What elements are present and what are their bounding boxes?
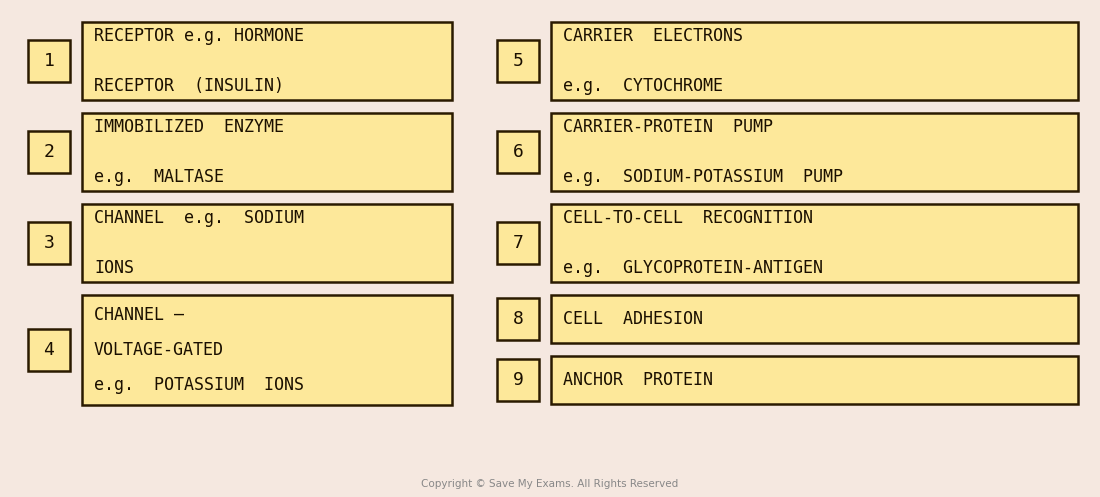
Text: 4: 4 bbox=[44, 341, 54, 359]
Text: 8: 8 bbox=[513, 310, 524, 328]
Text: 7: 7 bbox=[513, 234, 524, 252]
Text: VOLTAGE-GATED: VOLTAGE-GATED bbox=[94, 341, 224, 359]
FancyBboxPatch shape bbox=[28, 222, 70, 264]
Text: CARRIER  ELECTRONS: CARRIER ELECTRONS bbox=[563, 27, 743, 45]
Text: CHANNEL –: CHANNEL – bbox=[94, 306, 184, 324]
FancyBboxPatch shape bbox=[82, 204, 452, 282]
FancyBboxPatch shape bbox=[28, 40, 70, 82]
Text: 1: 1 bbox=[44, 52, 54, 70]
Text: CELL-TO-CELL  RECOGNITION: CELL-TO-CELL RECOGNITION bbox=[563, 209, 813, 227]
Text: ANCHOR  PROTEIN: ANCHOR PROTEIN bbox=[563, 371, 713, 389]
FancyBboxPatch shape bbox=[497, 40, 539, 82]
Text: CHANNEL  e.g.  SODIUM: CHANNEL e.g. SODIUM bbox=[94, 209, 304, 227]
Text: 5: 5 bbox=[513, 52, 524, 70]
Text: RECEPTOR e.g. HORMONE: RECEPTOR e.g. HORMONE bbox=[94, 27, 304, 45]
Text: e.g.  CYTOCHROME: e.g. CYTOCHROME bbox=[563, 77, 723, 95]
Text: IMMOBILIZED  ENZYME: IMMOBILIZED ENZYME bbox=[94, 118, 284, 136]
FancyBboxPatch shape bbox=[82, 113, 452, 191]
Text: CELL  ADHESION: CELL ADHESION bbox=[563, 310, 703, 328]
FancyBboxPatch shape bbox=[497, 222, 539, 264]
Text: RECEPTOR  (INSULIN): RECEPTOR (INSULIN) bbox=[94, 77, 284, 95]
Text: e.g.  POTASSIUM  IONS: e.g. POTASSIUM IONS bbox=[94, 376, 304, 394]
FancyBboxPatch shape bbox=[82, 22, 452, 100]
FancyBboxPatch shape bbox=[551, 113, 1078, 191]
FancyBboxPatch shape bbox=[497, 298, 539, 340]
FancyBboxPatch shape bbox=[497, 131, 539, 173]
Text: 3: 3 bbox=[44, 234, 54, 252]
FancyBboxPatch shape bbox=[551, 204, 1078, 282]
FancyBboxPatch shape bbox=[497, 359, 539, 401]
Text: 6: 6 bbox=[513, 143, 524, 161]
FancyBboxPatch shape bbox=[28, 329, 70, 371]
FancyBboxPatch shape bbox=[28, 131, 70, 173]
Text: CARRIER-PROTEIN  PUMP: CARRIER-PROTEIN PUMP bbox=[563, 118, 773, 136]
Text: e.g.  SODIUM-POTASSIUM  PUMP: e.g. SODIUM-POTASSIUM PUMP bbox=[563, 168, 843, 186]
Text: IONS: IONS bbox=[94, 259, 134, 277]
FancyBboxPatch shape bbox=[82, 295, 452, 405]
FancyBboxPatch shape bbox=[551, 356, 1078, 404]
Text: 2: 2 bbox=[44, 143, 54, 161]
Text: e.g.  GLYCOPROTEIN-ANTIGEN: e.g. GLYCOPROTEIN-ANTIGEN bbox=[563, 259, 823, 277]
FancyBboxPatch shape bbox=[551, 295, 1078, 343]
Text: Copyright © Save My Exams. All Rights Reserved: Copyright © Save My Exams. All Rights Re… bbox=[421, 479, 679, 489]
Text: 9: 9 bbox=[513, 371, 524, 389]
FancyBboxPatch shape bbox=[551, 22, 1078, 100]
Text: e.g.  MALTASE: e.g. MALTASE bbox=[94, 168, 224, 186]
